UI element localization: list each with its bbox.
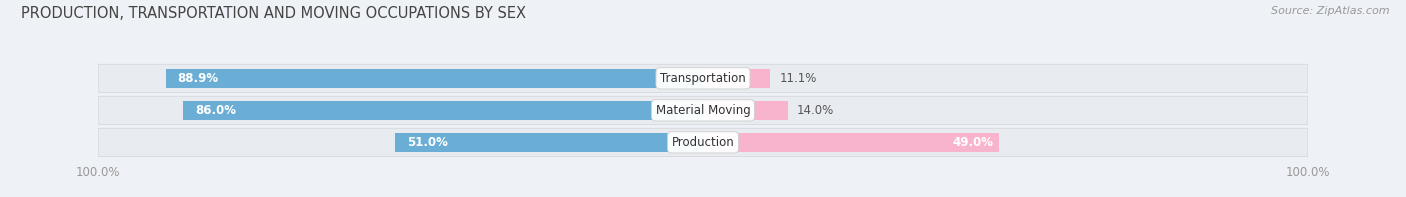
Text: 88.9%: 88.9%	[177, 72, 219, 85]
Bar	[183, 101, 703, 120]
Text: 86.0%: 86.0%	[195, 104, 236, 117]
Text: Transportation: Transportation	[661, 72, 745, 85]
Bar	[703, 133, 1000, 152]
Text: 11.1%: 11.1%	[779, 72, 817, 85]
FancyBboxPatch shape	[98, 96, 1308, 125]
FancyBboxPatch shape	[98, 64, 1308, 92]
Bar	[395, 133, 703, 152]
Text: Production: Production	[672, 136, 734, 149]
Bar	[703, 101, 787, 120]
Text: Source: ZipAtlas.com: Source: ZipAtlas.com	[1271, 6, 1389, 16]
FancyBboxPatch shape	[98, 128, 1308, 156]
Text: 49.0%: 49.0%	[952, 136, 993, 149]
Text: Material Moving: Material Moving	[655, 104, 751, 117]
Bar	[166, 69, 703, 88]
Text: 14.0%: 14.0%	[797, 104, 834, 117]
Bar	[703, 69, 770, 88]
Text: PRODUCTION, TRANSPORTATION AND MOVING OCCUPATIONS BY SEX: PRODUCTION, TRANSPORTATION AND MOVING OC…	[21, 6, 526, 21]
Text: 51.0%: 51.0%	[406, 136, 447, 149]
